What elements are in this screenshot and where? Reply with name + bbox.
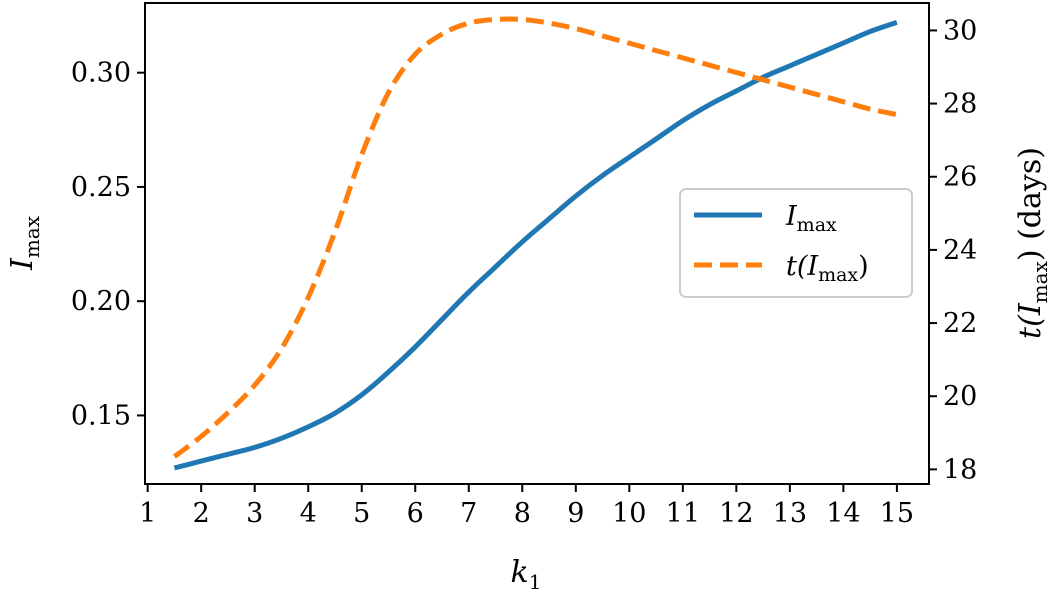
y-axis-left-title-sub: max — [20, 215, 44, 258]
y-axis-right-title: t(Imax) (days) — [1013, 147, 1050, 339]
x-axis-title: k1 — [511, 555, 542, 594]
y-axis-left-title: Imax — [5, 215, 44, 271]
legend-label-imax-sub: max — [797, 214, 837, 236]
x-tick-label: 12 — [719, 498, 753, 529]
legend: Imax t(Imax) — [679, 188, 913, 298]
y-axis-right-title-suffix: ) (days) — [1013, 147, 1048, 261]
x-tick-label: 14 — [826, 498, 860, 529]
y-axis-right-title-prefix: t(I — [1013, 302, 1048, 339]
x-axis-title-sub: 1 — [529, 570, 542, 594]
legend-label-t-imax: t(Imax) — [786, 251, 869, 286]
x-tick-label: 3 — [246, 498, 263, 529]
legend-label-imax-main: I — [785, 201, 798, 232]
y-right-tick-label: 24 — [943, 235, 977, 266]
legend-label-t-imax-main: t(I — [786, 251, 819, 282]
x-tick-label: 6 — [407, 498, 424, 529]
y-axis-left: 0.15 0.20 0.25 0.30 — [71, 58, 145, 431]
x-tick-label: 10 — [612, 498, 646, 529]
legend-label-t-imax-sub: max — [818, 264, 858, 286]
y-right-tick-label: 28 — [943, 89, 977, 120]
x-tick-label: 9 — [567, 498, 584, 529]
x-tick-label: 4 — [300, 498, 317, 529]
y-right-tick-label: 30 — [943, 15, 977, 46]
x-tick-label: 1 — [139, 498, 156, 529]
y-right-tick-label: 26 — [943, 162, 977, 193]
series-line-t-imax — [172, 16, 898, 459]
plot-frame — [144, 2, 930, 485]
y-right-tick-label: 18 — [943, 454, 977, 485]
y-left-tick-label: 0.30 — [71, 58, 131, 89]
x-tick-label: 15 — [880, 498, 914, 529]
x-tick-label: 5 — [353, 498, 370, 529]
y-axis-right: 18 20 22 24 26 28 30 — [929, 15, 977, 485]
x-tick-label: 8 — [514, 498, 531, 529]
series-layer — [172, 16, 898, 471]
x-tick-label: 7 — [460, 498, 477, 529]
y-axis-right-title-sub: max — [1028, 260, 1050, 303]
y-axis-left-title-main: I — [5, 257, 40, 271]
y-left-tick-label: 0.20 — [71, 286, 131, 317]
y-right-tick-label: 20 — [943, 381, 977, 412]
legend-label-imax: Imax — [785, 201, 837, 236]
x-axis-title-main: k — [511, 555, 529, 590]
x-tick-label: 11 — [666, 498, 700, 529]
x-axis: 1 2 3 4 5 6 7 8 9 10 11 12 13 14 15 — [139, 484, 914, 529]
legend-label-t-imax-suffix: ) — [858, 251, 869, 282]
series-line-imax — [173, 20, 898, 471]
x-tick-label: 13 — [773, 498, 807, 529]
x-tick-label: 2 — [193, 498, 210, 529]
y-left-tick-label: 0.25 — [71, 172, 131, 203]
y-right-tick-label: 22 — [943, 308, 977, 339]
y-left-tick-label: 0.15 — [71, 400, 131, 431]
